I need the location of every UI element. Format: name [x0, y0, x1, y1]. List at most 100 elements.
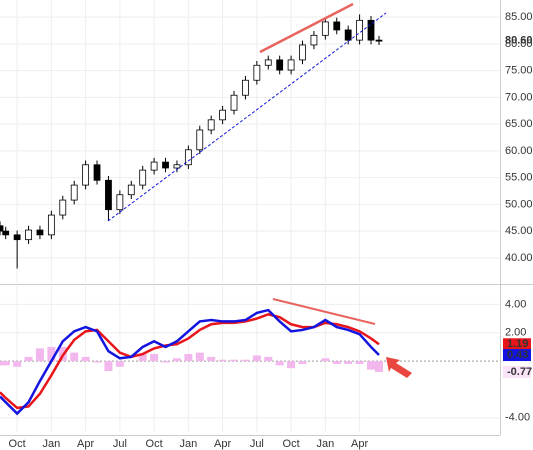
histogram-bar [70, 352, 79, 362]
x-tick-label: Jan [42, 438, 60, 450]
histogram-bar [355, 361, 364, 364]
candle-body [207, 119, 215, 131]
histogram-bar [24, 356, 33, 362]
y-tick-label: 2.00 [505, 327, 526, 339]
histogram-bar [241, 359, 250, 362]
candle-body [36, 229, 44, 236]
y-tick-label: 55.00 [505, 172, 533, 184]
candle-body [127, 184, 135, 196]
mark-layer [0, 14, 383, 416]
y-tick-label: 65.00 [505, 118, 533, 130]
histogram-bar [275, 361, 284, 366]
histogram-bar [264, 356, 273, 362]
histogram-bar [115, 361, 124, 367]
candle-body [0, 225, 4, 232]
x-tick-label: Jan [179, 438, 197, 450]
y-tick-label: 70.00 [505, 91, 533, 103]
candle-body [116, 194, 124, 211]
candle-body [333, 21, 341, 31]
histogram-bar [207, 356, 216, 362]
candle-body [196, 129, 204, 151]
histogram-bar [287, 361, 296, 369]
x-tick-label: Jul [113, 438, 127, 450]
candle-body [375, 39, 383, 42]
candle-body [139, 169, 147, 186]
histogram-bar [81, 356, 90, 362]
x-tick-label: Apr [351, 438, 368, 450]
last-price-label: 80.60 [505, 35, 533, 47]
x-tick-label: Oct [283, 438, 300, 450]
candle-body [344, 29, 352, 41]
candle-body [59, 199, 67, 216]
candle-body [219, 109, 227, 121]
histogram-bar [252, 355, 261, 362]
candle-body [105, 179, 112, 211]
last-value-label: 0.43 [507, 349, 528, 361]
candle-body [70, 184, 78, 201]
candle-body [25, 229, 32, 241]
candle-body [2, 230, 10, 236]
x-tick-label: Jul [250, 438, 264, 450]
histogram-bar [150, 354, 159, 362]
candle-body [242, 79, 249, 96]
x-tick-label: Apr [214, 438, 231, 450]
histogram-bar [321, 358, 330, 362]
grid-layer [0, 0, 500, 432]
arrow [386, 357, 412, 378]
histogram-bar [332, 361, 341, 364]
histogram-bar [344, 361, 353, 364]
histogram-bar [161, 361, 170, 363]
support-trendline [107, 12, 387, 222]
candle-body [184, 149, 192, 166]
x-tick-label: Oct [146, 438, 163, 450]
candle-body [13, 234, 21, 241]
last-value-label: -0.77 [507, 366, 532, 378]
macd-line [0, 308, 380, 416]
histogram-bar [47, 346, 56, 362]
candle-body [356, 19, 363, 41]
histogram-bar [218, 359, 227, 362]
candle-body [150, 161, 158, 171]
candle-body [299, 44, 306, 61]
histogram-bar [104, 361, 113, 372]
candle-body [264, 59, 272, 66]
histogram-bar [13, 361, 22, 367]
candle-body [230, 94, 238, 111]
histogram-bar [35, 348, 44, 362]
y-tick-label: 4.00 [505, 298, 526, 310]
candle-body [82, 164, 90, 186]
y-tick-label: 85.00 [505, 11, 533, 23]
candle-body [276, 59, 284, 71]
histogram-bar [138, 354, 147, 362]
histogram-bar [93, 361, 102, 363]
candle-body [367, 19, 375, 41]
x-tick-label: Apr [77, 438, 94, 450]
y-tick-label: -4.00 [505, 412, 530, 424]
last-value-label: 1.19 [507, 338, 528, 350]
last-value-box [503, 338, 531, 351]
candle-body [47, 214, 55, 236]
resistance-trendline [259, 2, 354, 54]
histogram-bar [172, 358, 181, 362]
histogram-bar [367, 361, 376, 370]
candle-body [321, 21, 329, 36]
histogram-bar [298, 361, 307, 364]
y-tick-label: 80.00 [505, 38, 533, 50]
y-tick-label: 50.00 [505, 198, 533, 210]
candle-body [253, 64, 261, 81]
histogram-bar [195, 352, 204, 362]
y-tick-label: 45.00 [505, 225, 533, 237]
macd-trendline [272, 298, 376, 325]
candle-body [287, 59, 295, 71]
candle-body [93, 164, 101, 181]
last-value-box [503, 349, 531, 362]
histogram-bar [374, 361, 383, 373]
histogram-bar [184, 354, 193, 362]
histogram-bar [230, 359, 239, 362]
candle-body [162, 161, 169, 169]
candle-body [173, 164, 181, 169]
y-tick-label: 75.00 [505, 65, 533, 77]
y-tick-label: 60.00 [505, 145, 533, 157]
x-tick-label: Jan [316, 438, 334, 450]
